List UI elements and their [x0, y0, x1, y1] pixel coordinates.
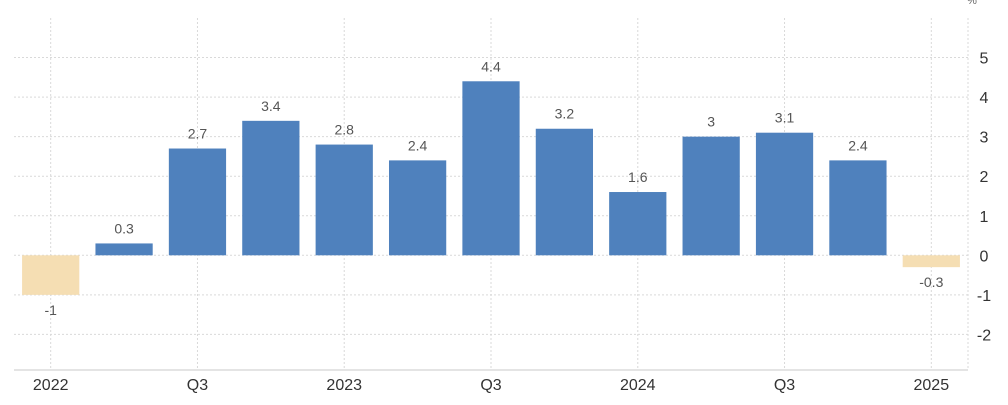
bar — [242, 120, 300, 256]
bars — [22, 81, 960, 295]
bar-value-label: 3.1 — [775, 110, 795, 126]
bar-value-label: -1 — [44, 302, 57, 318]
y-axis-unit-label: % — [967, 0, 977, 7]
bar — [755, 132, 814, 256]
bar-value-label: 3.2 — [555, 106, 575, 122]
bar — [388, 160, 447, 256]
bar-value-label: 3.4 — [261, 98, 281, 114]
x-tick-label: 2024 — [620, 377, 656, 394]
y-axis: -2 -1 0 1 2 3 4 5 — [977, 51, 991, 345]
y-tick-label: 3 — [980, 130, 989, 147]
bar — [95, 243, 153, 256]
y-tick-label: 5 — [980, 51, 989, 68]
x-tick-label: 2023 — [326, 377, 362, 394]
y-tick-label: -1 — [977, 288, 991, 305]
bar — [682, 136, 740, 256]
y-tick-label: 0 — [980, 248, 989, 265]
bar-value-label: 2.4 — [408, 137, 428, 153]
bar-value-label: -0.3 — [919, 274, 943, 290]
y-tick-label: 4 — [980, 90, 989, 107]
x-tick-label: Q3 — [774, 377, 795, 394]
x-tick-label: 2025 — [914, 377, 950, 394]
data-labels: -1 0.3 2.7 3.4 2.8 2.4 4.4 3.2 1.6 3 3.1 2.4 -0.3 — [44, 58, 943, 318]
bar-value-label: 2.8 — [334, 122, 354, 138]
bar-value-label: 0.3 — [114, 220, 134, 236]
bar — [168, 148, 227, 256]
bar-value-label: 4.4 — [481, 58, 501, 74]
bar-value-label: 2.4 — [848, 137, 868, 153]
bar — [22, 255, 80, 295]
bar-value-label: 2.7 — [188, 126, 208, 142]
bar — [462, 81, 520, 256]
bar — [315, 144, 373, 256]
bar — [535, 128, 594, 256]
bar — [609, 192, 667, 256]
y-tick-label: 2 — [980, 169, 989, 186]
bar-value-label: 1.6 — [628, 169, 648, 185]
bar-value-label: 3 — [707, 114, 715, 130]
x-tick-label: 2022 — [33, 377, 69, 394]
y-tick-label: 1 — [980, 209, 989, 226]
x-tick-label: Q3 — [187, 377, 208, 394]
bar — [829, 160, 887, 256]
x-tick-label: Q3 — [480, 377, 501, 394]
bar — [902, 255, 960, 268]
x-axis: 2022 Q3 2023 Q3 2024 Q3 2025 — [14, 369, 968, 394]
y-tick-label: -2 — [977, 327, 991, 344]
